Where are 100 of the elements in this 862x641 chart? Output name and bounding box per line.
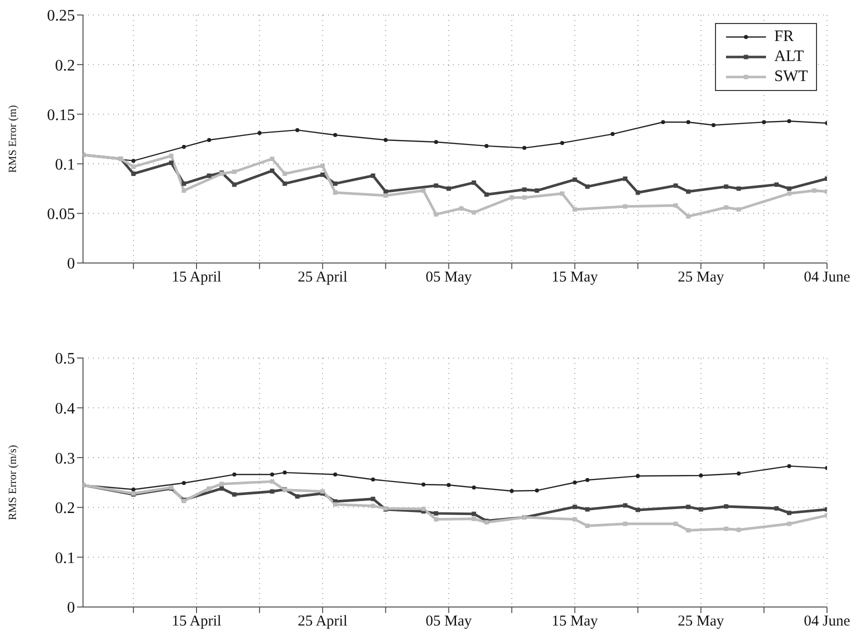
point bbox=[270, 472, 274, 477]
point bbox=[623, 503, 628, 508]
point bbox=[724, 205, 728, 210]
point bbox=[510, 488, 514, 493]
point bbox=[421, 188, 426, 193]
point bbox=[724, 504, 728, 509]
point bbox=[636, 474, 640, 478]
point bbox=[182, 181, 186, 186]
point bbox=[522, 195, 527, 200]
point bbox=[182, 144, 186, 149]
point bbox=[673, 203, 678, 208]
point bbox=[585, 507, 590, 512]
point bbox=[712, 123, 716, 128]
point bbox=[736, 186, 741, 191]
point bbox=[434, 140, 438, 144]
point bbox=[698, 507, 704, 512]
point bbox=[320, 172, 325, 177]
legend-label: FR bbox=[774, 27, 794, 47]
y-tick-label: 0 bbox=[67, 256, 75, 273]
legend-label: SWT bbox=[774, 67, 808, 87]
point bbox=[270, 168, 274, 173]
point bbox=[510, 195, 514, 200]
point bbox=[736, 528, 741, 532]
point bbox=[446, 482, 451, 487]
point bbox=[534, 488, 539, 492]
point bbox=[698, 474, 703, 478]
point bbox=[370, 174, 376, 178]
point bbox=[484, 144, 489, 148]
y-tick-label: 0.4 bbox=[55, 400, 75, 418]
point bbox=[774, 506, 779, 511]
point bbox=[206, 174, 212, 178]
point bbox=[383, 193, 388, 198]
point bbox=[472, 512, 476, 516]
point bbox=[522, 146, 526, 150]
point bbox=[333, 502, 338, 507]
point bbox=[220, 482, 224, 486]
point bbox=[472, 485, 476, 490]
point bbox=[522, 187, 527, 192]
point bbox=[572, 207, 577, 212]
point bbox=[724, 184, 728, 189]
point bbox=[787, 464, 792, 468]
point bbox=[585, 478, 590, 482]
x-tick-label: 04 June bbox=[804, 270, 850, 286]
x-tick-label: 05 May bbox=[426, 614, 472, 630]
y-tick-label: 0.2 bbox=[55, 500, 75, 518]
point bbox=[282, 181, 287, 186]
point bbox=[182, 481, 186, 485]
point bbox=[472, 516, 476, 522]
point bbox=[333, 181, 338, 186]
x-tick-label: 25 April bbox=[298, 270, 348, 286]
point bbox=[282, 470, 287, 475]
point bbox=[484, 192, 489, 197]
x-tick-label: 15 May bbox=[552, 614, 598, 630]
y-tick-label: 0.2 bbox=[55, 57, 75, 74]
point bbox=[572, 480, 577, 484]
point bbox=[724, 526, 728, 532]
point bbox=[434, 183, 438, 188]
point bbox=[421, 506, 426, 512]
point bbox=[333, 190, 338, 195]
y-tick-label: 0.1 bbox=[55, 156, 75, 174]
point bbox=[736, 472, 741, 476]
x-tick-label: 25 April bbox=[298, 614, 348, 630]
point bbox=[131, 487, 136, 492]
point bbox=[258, 131, 262, 136]
point bbox=[232, 492, 237, 497]
point bbox=[560, 140, 564, 145]
point bbox=[686, 214, 690, 219]
point bbox=[434, 212, 438, 217]
point bbox=[270, 156, 274, 162]
point bbox=[686, 189, 690, 194]
point bbox=[686, 504, 690, 510]
x-tick-label: 25 May bbox=[678, 614, 725, 630]
point bbox=[610, 132, 615, 136]
point bbox=[282, 172, 287, 176]
point bbox=[673, 183, 678, 188]
point bbox=[370, 496, 376, 502]
point bbox=[787, 119, 792, 124]
point bbox=[774, 182, 779, 187]
y-tick-label: 0.15 bbox=[47, 106, 75, 124]
point bbox=[472, 180, 476, 185]
y-axis-title: RMS Error (m/s) bbox=[6, 444, 19, 520]
point bbox=[434, 511, 438, 516]
point bbox=[786, 522, 792, 526]
point bbox=[636, 508, 640, 512]
y-tick-label: 0.1 bbox=[55, 550, 75, 567]
point bbox=[560, 191, 564, 196]
point bbox=[459, 206, 464, 211]
point bbox=[169, 154, 174, 158]
point bbox=[131, 158, 136, 163]
point bbox=[207, 138, 212, 142]
point bbox=[270, 479, 274, 484]
point bbox=[434, 517, 438, 522]
point bbox=[370, 504, 376, 508]
point bbox=[736, 207, 741, 212]
point bbox=[786, 191, 792, 196]
point bbox=[446, 186, 451, 191]
y-tick-label: 0 bbox=[67, 600, 75, 617]
point bbox=[383, 189, 388, 194]
point bbox=[812, 188, 817, 193]
point bbox=[572, 517, 577, 522]
